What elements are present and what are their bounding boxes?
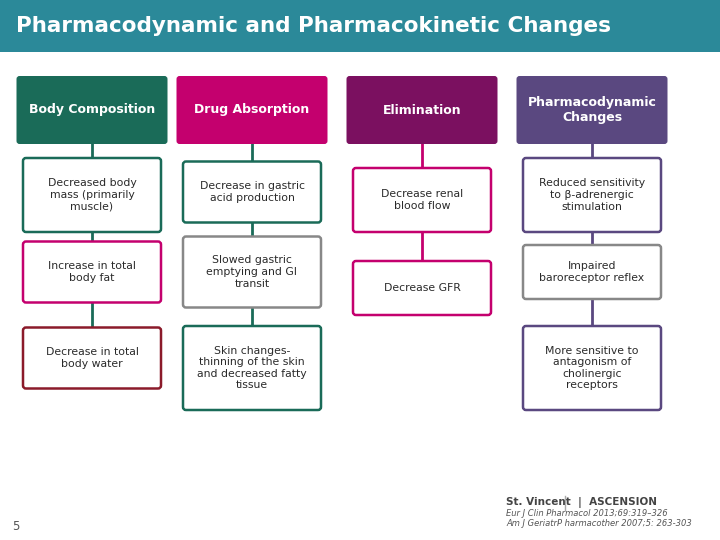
Text: Skin changes-
thinning of the skin
and decreased fatty
tissue: Skin changes- thinning of the skin and d…	[197, 346, 307, 390]
Text: Decrease renal
blood flow: Decrease renal blood flow	[381, 189, 463, 211]
Text: Decreased body
mass (primarily
muscle): Decreased body mass (primarily muscle)	[48, 178, 136, 212]
FancyBboxPatch shape	[0, 52, 720, 540]
FancyBboxPatch shape	[23, 327, 161, 388]
FancyBboxPatch shape	[183, 326, 321, 410]
Text: Reduced sensitivity
to β-adrenergic
stimulation: Reduced sensitivity to β-adrenergic stim…	[539, 178, 645, 212]
FancyBboxPatch shape	[17, 76, 168, 144]
FancyBboxPatch shape	[0, 0, 720, 52]
Text: Decrease GFR: Decrease GFR	[384, 283, 460, 293]
Text: Decrease in gastric
acid production: Decrease in gastric acid production	[199, 181, 305, 203]
FancyBboxPatch shape	[183, 237, 321, 307]
FancyBboxPatch shape	[0, 0, 720, 52]
Text: 5: 5	[12, 519, 19, 532]
FancyBboxPatch shape	[353, 168, 491, 232]
Text: Body Composition: Body Composition	[29, 104, 155, 117]
Text: Pharmacodynamic and Pharmacokinetic Changes: Pharmacodynamic and Pharmacokinetic Chan…	[16, 16, 611, 36]
FancyBboxPatch shape	[176, 76, 328, 144]
FancyBboxPatch shape	[346, 76, 498, 144]
Text: Slowed gastric
emptying and GI
transit: Slowed gastric emptying and GI transit	[207, 255, 297, 288]
FancyBboxPatch shape	[23, 241, 161, 302]
FancyBboxPatch shape	[523, 326, 661, 410]
Text: St. Vincent  |  ASCENSION: St. Vincent | ASCENSION	[506, 496, 657, 508]
FancyBboxPatch shape	[23, 158, 161, 232]
Text: Decrease in total
body water: Decrease in total body water	[45, 347, 138, 369]
Text: Drug Absorption: Drug Absorption	[194, 104, 310, 117]
FancyBboxPatch shape	[523, 158, 661, 232]
Text: Am J GeriatrP harmacother 2007;5: 263-303: Am J GeriatrP harmacother 2007;5: 263-30…	[506, 519, 692, 529]
FancyBboxPatch shape	[353, 261, 491, 315]
Text: Eur J Clin Pharmacol 2013;69:319–326: Eur J Clin Pharmacol 2013;69:319–326	[506, 510, 667, 518]
Text: Impaired
baroreceptor reflex: Impaired baroreceptor reflex	[539, 261, 644, 283]
FancyBboxPatch shape	[523, 245, 661, 299]
Text: Pharmacodynamic
Changes: Pharmacodynamic Changes	[528, 96, 657, 124]
Text: Increase in total
body fat: Increase in total body fat	[48, 261, 136, 283]
Text: More sensitive to
antagonism of
cholinergic
receptors: More sensitive to antagonism of choliner…	[545, 346, 639, 390]
FancyBboxPatch shape	[0, 0, 720, 52]
FancyBboxPatch shape	[516, 76, 667, 144]
Text: Elimination: Elimination	[383, 104, 462, 117]
FancyBboxPatch shape	[183, 161, 321, 222]
